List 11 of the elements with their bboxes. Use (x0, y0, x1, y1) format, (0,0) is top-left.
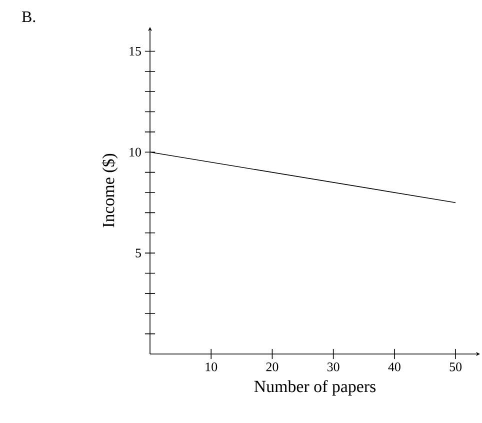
x-tick-label: 10 (206, 362, 218, 372)
x-tick-label: 20 (266, 362, 278, 372)
x-tick-label: 50 (450, 362, 462, 372)
x-tick-label: 30 (327, 362, 340, 372)
text: B. (22, 12, 36, 22)
y-tick-label: 15 (130, 46, 141, 56)
x-tick-label: 40 (388, 362, 400, 372)
x-axis-title: Number of papers (254, 380, 376, 396)
y-tick-label: 5 (136, 248, 141, 258)
y-axis-title: Income ($) (102, 154, 118, 228)
y-tick-label: 10 (130, 148, 141, 157)
